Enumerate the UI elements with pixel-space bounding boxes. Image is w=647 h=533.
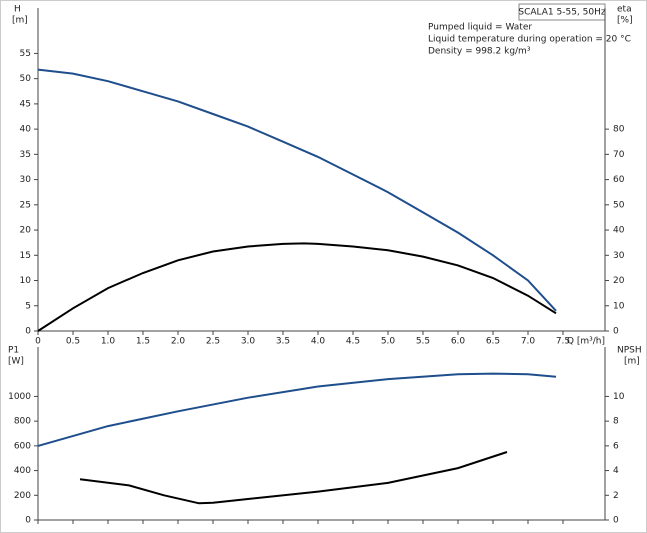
x-tick-label: 4.0 xyxy=(311,337,326,347)
x-tick-label: 1.0 xyxy=(101,337,116,347)
y-tick-label: 45 xyxy=(20,99,31,109)
y2-tick-label: 2 xyxy=(613,491,619,501)
y-axis-label: H xyxy=(14,5,21,15)
y-tick-label: 1000 xyxy=(8,392,31,402)
y-tick-label: 40 xyxy=(20,125,32,135)
y2-tick-label: 6 xyxy=(613,441,619,451)
y2-tick-label: 50 xyxy=(613,200,625,210)
y-tick-label: 35 xyxy=(20,150,31,160)
curve xyxy=(37,68,557,312)
x-tick-label: 0.5 xyxy=(66,337,80,347)
x-tick-label: 4.5 xyxy=(346,337,360,347)
y-tick-label: 10 xyxy=(20,276,32,286)
y2-axis-unit: [%] xyxy=(617,16,633,26)
y2-tick-label: 60 xyxy=(613,175,625,185)
annotation: Pumped liquid = Water xyxy=(428,23,532,33)
x-tick-label: 5.5 xyxy=(416,337,430,347)
x-tick-label: 7.0 xyxy=(521,337,536,347)
y2-tick-label: 40 xyxy=(613,226,625,236)
y2-tick-label: 70 xyxy=(613,150,625,160)
y-tick-label: 0 xyxy=(25,327,31,337)
y-tick-label: 400 xyxy=(14,466,31,476)
x-tick-label: 2.5 xyxy=(206,337,220,347)
x-axis-label: Q [m³/h] xyxy=(567,337,605,347)
annotation: Density = 998.2 kg/m³ xyxy=(428,47,531,57)
y-tick-label: 20 xyxy=(20,226,32,236)
y2-tick-label: 80 xyxy=(613,125,625,135)
x-tick-label: 5.0 xyxy=(381,337,396,347)
y2-tick-label: 8 xyxy=(613,417,619,427)
y2-axis-label: eta xyxy=(617,5,632,15)
x-tick-label: 3.0 xyxy=(241,337,256,347)
x-tick-label: 6.5 xyxy=(486,337,500,347)
y2-tick-label: 0 xyxy=(613,516,619,526)
y2-tick-label: 4 xyxy=(613,466,619,476)
y2-tick-label: 20 xyxy=(613,276,625,286)
y2-axis-label: NPSH xyxy=(617,346,642,356)
y-tick-label: 50 xyxy=(20,74,32,84)
y-tick-label: 15 xyxy=(20,251,31,261)
x-tick-label: 2.0 xyxy=(171,337,186,347)
y-tick-label: 55 xyxy=(20,49,31,59)
y2-tick-label: 0 xyxy=(613,327,619,337)
y2-tick-label: 10 xyxy=(613,392,625,402)
y-tick-label: 25 xyxy=(20,200,31,210)
y-axis-unit: [m] xyxy=(12,16,28,26)
x-tick-label: 0 xyxy=(35,337,41,347)
curve xyxy=(37,372,557,447)
annotation: Liquid temperature during operation = 20… xyxy=(428,35,631,45)
x-tick-label: 1.5 xyxy=(136,337,150,347)
y-tick-label: 800 xyxy=(14,417,31,427)
y2-tick-label: 10 xyxy=(613,301,625,311)
curve xyxy=(79,451,508,505)
y-axis-unit: [W] xyxy=(8,357,24,367)
y-tick-label: 5 xyxy=(25,301,31,311)
x-tick-label: 3.5 xyxy=(276,337,290,347)
chart-title: SCALA1 5-55, 50Hz xyxy=(518,8,605,18)
y-tick-label: 0 xyxy=(25,516,31,526)
x-tick-label: 7.5 xyxy=(556,337,570,347)
y2-axis-unit: [m] xyxy=(624,357,640,367)
curve xyxy=(37,242,557,332)
y2-tick-label: 30 xyxy=(613,251,625,261)
x-tick-label: 6.0 xyxy=(451,337,466,347)
y-axis-label: P1 xyxy=(8,346,19,356)
y-tick-label: 200 xyxy=(14,491,31,501)
y-tick-label: 600 xyxy=(14,441,31,451)
y-tick-label: 30 xyxy=(20,175,32,185)
